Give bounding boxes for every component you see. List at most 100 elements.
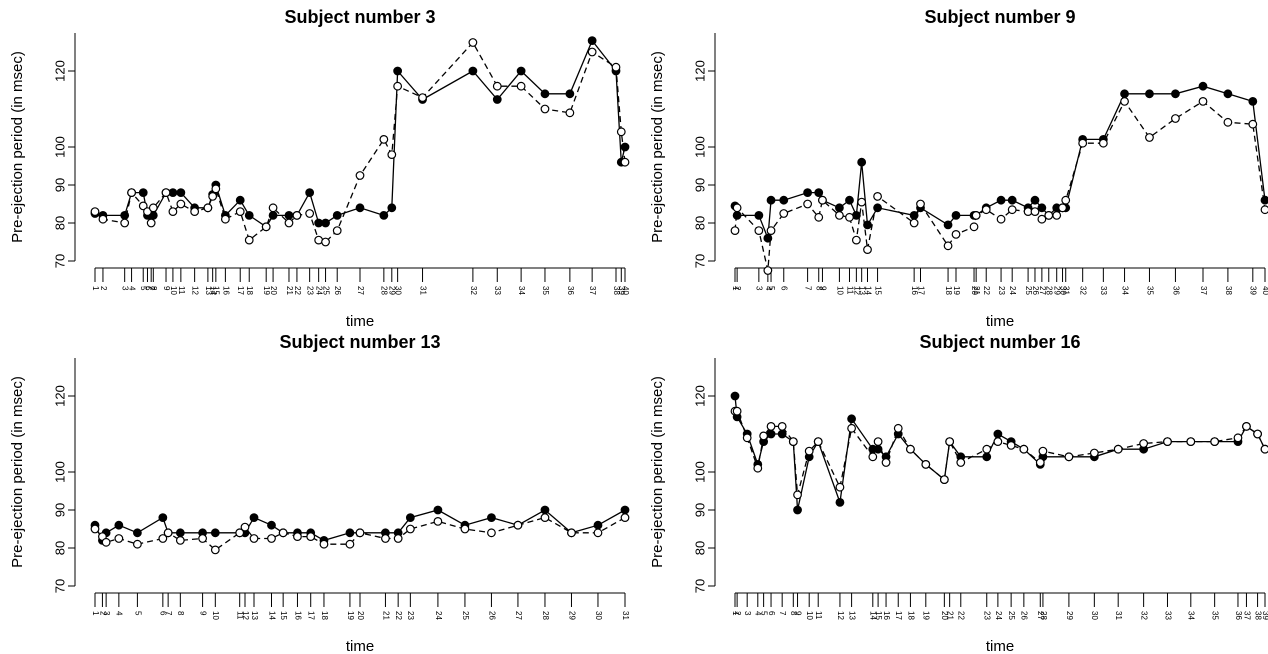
panel: Subject number 16 Pre-ejection period (in… [649,332,1268,654]
x-tick-label: 39 [1249,286,1258,295]
x-tick-label: 24 [315,286,324,295]
x-tick-label: 32 [1079,286,1088,295]
x-tick-label: 25 [1007,611,1016,620]
data-point [1098,138,1108,148]
x-tick-label: 26 [333,286,342,295]
data-point [1163,437,1172,447]
x-tick-label: 3 [755,286,764,291]
data-point [268,203,278,213]
data-point [345,528,355,538]
data-point [1248,96,1258,106]
x-tick-label: 11 [177,286,186,295]
data-point [857,197,867,207]
data-point [332,226,342,236]
data-point [793,505,802,515]
x-tick-label: 30 [1090,611,1099,620]
x-tick-label: 35 [541,286,550,295]
data-point [1171,89,1180,99]
x-tick-label: 20 [940,611,949,620]
data-point [90,207,100,217]
data-point [814,188,824,198]
data-point [873,437,883,447]
chart-title: Subject number 9 [924,7,1075,27]
x-tick-label: 37 [1199,286,1208,295]
data-point [1210,437,1220,447]
data-point [1260,195,1268,205]
data-point [754,226,764,236]
data-point [127,188,136,198]
data-point [565,89,575,99]
x-tick-label: 6 [143,286,152,291]
data-point [1061,195,1071,205]
data-point [1248,119,1258,129]
data-point [969,222,979,232]
data-point [319,539,329,549]
data-point [803,199,813,209]
x-tick-label: 23 [983,611,992,620]
data-point [1260,205,1268,215]
data-point [1007,205,1017,215]
data-point [244,235,254,245]
data-point [306,532,316,541]
data-point [909,218,919,228]
x-tick-label: 11 [845,286,854,295]
x-tick-label: 10 [805,611,814,620]
x-tick-label: 36 [1234,611,1243,620]
data-point [611,62,621,72]
data-point [804,446,814,456]
x-tick-label: 10 [169,286,178,295]
data-point [393,534,403,543]
data-point [387,150,397,160]
data-point [777,429,787,439]
data-point [487,513,496,522]
data-point [146,218,156,228]
data-point [993,437,1003,447]
x-tick-label: 29 [388,286,397,295]
data-point [881,458,891,467]
data-point [132,539,142,549]
x-tick-label: 33 [493,286,502,295]
data-point [168,207,178,217]
data-point [513,520,523,530]
series-line [734,395,1266,511]
panel: Subject number 3 Pre-ejection period (in … [9,7,630,330]
y-tick-label: 100 [692,461,707,483]
x-tick-label: 17 [307,611,316,620]
y-tick-label: 90 [692,178,707,192]
data-point [249,534,259,543]
x-tick-label: 14 [863,286,872,295]
data-point [793,490,802,500]
x-tick-label: 23 [997,286,1006,295]
y-axis-label: Pre-ejection period (in msec) [9,51,26,243]
data-point [210,528,220,538]
x-tick-label: 8 [149,286,158,291]
data-point [292,210,302,220]
data-point [620,142,630,152]
x-tick-label: 19 [262,286,271,295]
x-tick-label: 15 [874,611,883,620]
data-point [405,513,415,522]
x-tick-label: 31 [1062,286,1071,295]
x-tick-label: 24 [1008,286,1017,295]
data-point [198,534,207,543]
x-tick-label: 18 [320,611,329,620]
x-tick-label: 3 [743,611,752,616]
x-tick-label: 20 [970,286,979,295]
x-tick-label: 2 [98,611,107,616]
x-axis-label: time [346,313,374,330]
x-tick-label: 22 [957,611,966,620]
data-point [293,532,302,541]
data-point [1113,444,1123,454]
x-tick-label: 13 [204,286,213,295]
data-point [492,81,502,91]
x-tick-label: 7 [147,286,156,291]
data-point [418,93,427,102]
data-point [203,203,213,213]
x-tick-label: 24 [434,611,443,620]
data-point [540,89,550,99]
data-point [567,528,576,538]
x-tick-label: 36 [1171,286,1180,295]
x-tick-label: 39 [1261,611,1268,620]
y-tick-label: 70 [52,254,67,268]
